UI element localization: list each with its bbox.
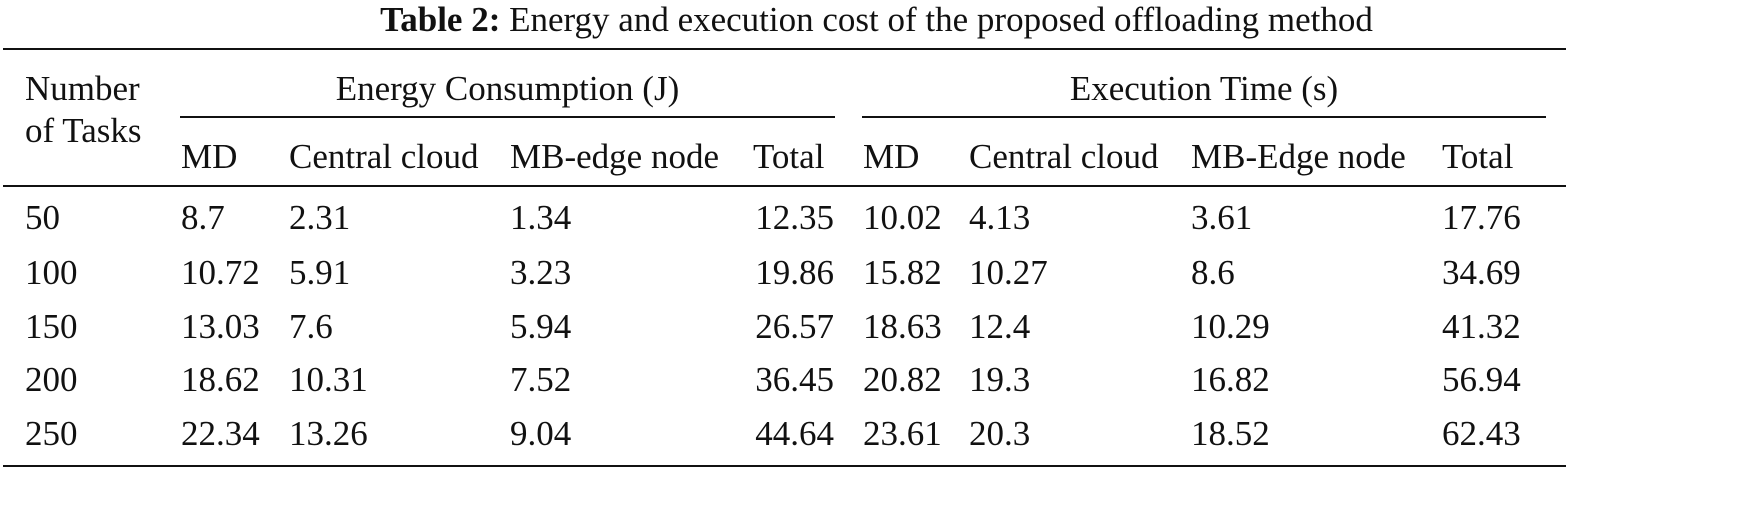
cell-energy-total: 12.35	[755, 198, 834, 237]
cell-time-md: 20.82	[863, 360, 942, 399]
cell-energy-total: 19.86	[755, 253, 834, 292]
cell-energy-md: 10.72	[181, 253, 260, 292]
cell-tasks: 150	[25, 307, 78, 346]
cell-energy-total: 44.64	[755, 414, 834, 453]
cell-energy-edge: 3.23	[510, 253, 572, 292]
cell-time-total: 62.43	[1442, 414, 1521, 453]
time-group-rule	[862, 116, 1546, 118]
cell-tasks: 100	[25, 253, 78, 292]
cell-energy-md: 22.34	[181, 414, 260, 453]
cell-energy-edge: 1.34	[510, 198, 572, 237]
header-energy-md: MD	[181, 137, 238, 176]
bottom-rule	[3, 465, 1566, 467]
cell-time-edge: 10.29	[1191, 307, 1270, 346]
header-energy-total: Total	[753, 137, 825, 176]
cell-time-total: 56.94	[1442, 360, 1521, 399]
top-rule	[3, 48, 1566, 50]
header-time-cloud: Central cloud	[969, 137, 1159, 176]
caption-label: Table 2:	[380, 0, 501, 39]
cell-time-md: 23.61	[863, 414, 942, 453]
header-energy-edge: MB-edge node	[510, 137, 719, 176]
header-time-md: MD	[863, 137, 920, 176]
cell-time-edge: 18.52	[1191, 414, 1270, 453]
table-caption: Table 2: Energy and execution cost of th…	[0, 0, 1753, 40]
cell-energy-cloud: 10.31	[289, 360, 368, 399]
cell-energy-md: 18.62	[181, 360, 260, 399]
header-tasks-line2: of Tasks	[25, 111, 142, 150]
cell-energy-cloud: 2.31	[289, 198, 351, 237]
cell-time-cloud: 12.4	[969, 307, 1031, 346]
cell-time-md: 10.02	[863, 198, 942, 237]
cell-energy-cloud: 7.6	[289, 307, 333, 346]
cell-time-edge: 16.82	[1191, 360, 1270, 399]
cell-time-cloud: 20.3	[969, 414, 1031, 453]
cell-energy-edge: 9.04	[510, 414, 572, 453]
cell-tasks: 250	[25, 414, 78, 453]
cell-energy-md: 8.7	[181, 198, 225, 237]
header-time-total: Total	[1442, 137, 1514, 176]
cell-time-total: 34.69	[1442, 253, 1521, 292]
cell-time-cloud: 19.3	[969, 360, 1031, 399]
cell-energy-total: 36.45	[755, 360, 834, 399]
cell-energy-edge: 5.94	[510, 307, 572, 346]
header-energy-cloud: Central cloud	[289, 137, 479, 176]
header-time-group: Execution Time (s)	[1069, 69, 1339, 108]
cell-time-total: 17.76	[1442, 198, 1521, 237]
caption-text: Energy and execution cost of the propose…	[509, 0, 1373, 39]
cell-time-md: 15.82	[863, 253, 942, 292]
header-tasks-line1: Number	[25, 69, 140, 108]
header-rule	[3, 185, 1566, 187]
cell-time-edge: 3.61	[1191, 198, 1253, 237]
cell-energy-edge: 7.52	[510, 360, 572, 399]
cell-energy-md: 13.03	[181, 307, 260, 346]
cell-energy-cloud: 5.91	[289, 253, 351, 292]
cell-tasks: 200	[25, 360, 78, 399]
cell-time-cloud: 4.13	[969, 198, 1031, 237]
header-time-edge: MB-Edge node	[1191, 137, 1406, 176]
cell-time-cloud: 10.27	[969, 253, 1048, 292]
header-energy-group: Energy Consumption (J)	[335, 69, 680, 108]
cell-energy-total: 26.57	[755, 307, 834, 346]
cell-time-md: 18.63	[863, 307, 942, 346]
cell-tasks: 50	[25, 198, 60, 237]
cell-energy-cloud: 13.26	[289, 414, 368, 453]
energy-group-rule	[180, 116, 835, 118]
cell-time-total: 41.32	[1442, 307, 1521, 346]
cell-time-edge: 8.6	[1191, 253, 1235, 292]
